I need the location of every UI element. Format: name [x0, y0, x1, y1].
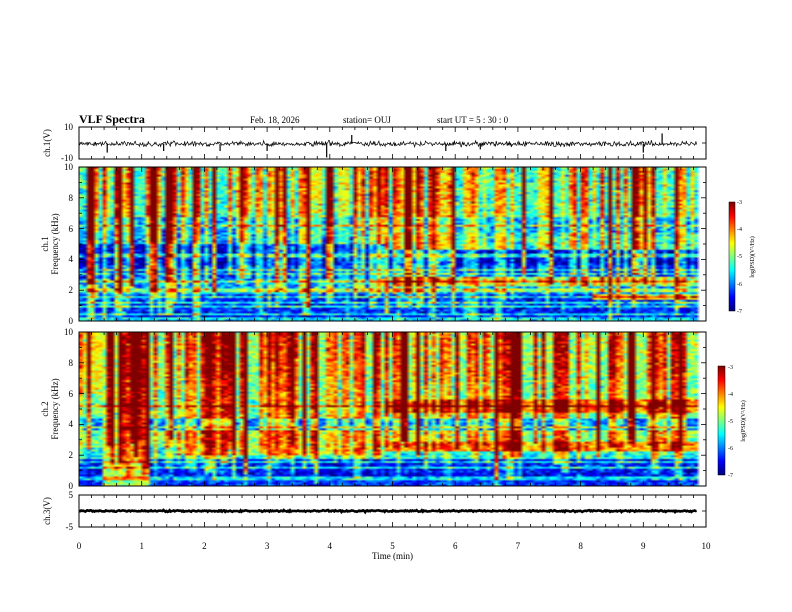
ch1-ytick-bottom: -10	[61, 153, 73, 163]
xtick-5: 5	[390, 541, 395, 551]
xtick-1: 1	[139, 541, 144, 551]
xtick-8: 8	[578, 541, 583, 551]
ch1-spec-ytick-4: 4	[69, 254, 74, 264]
ch2-spectrogram-panel: 10 8 6 4 2 0 ch.2 Frequency (kHz)	[40, 327, 707, 491]
ch1-spec-ylabel-line1: ch.1	[40, 236, 50, 251]
ch1-spectrogram-panel: 10 8 6 4 2 0 ch.1 Frequency (kHz)	[40, 162, 707, 326]
xtick-2: 2	[202, 541, 207, 551]
ch1-spec-ytick-6: 6	[69, 224, 74, 234]
ch1-waveform-trace	[78, 139, 697, 149]
ch1-cbar-tick-m6: -6	[737, 282, 742, 288]
station-label: station= OUJ	[343, 115, 391, 125]
start-ut-label: start UT = 5 : 30 : 0	[437, 115, 509, 125]
ch1-spec-ylabel-line2: Frequency (kHz)	[50, 213, 60, 274]
ch1-spec-ytick-10: 10	[64, 162, 74, 172]
ch2-cbar-tick-m4: -4	[728, 392, 733, 398]
date-label: Feb. 18, 2026	[250, 115, 300, 125]
ch1-spectrogram-image	[79, 167, 706, 321]
ch2-cbar-tick-m7: -7	[728, 473, 733, 479]
ch1-spec-ytick-8: 8	[69, 193, 74, 203]
ch2-spec-ytick-10: 10	[64, 327, 74, 337]
ch2-cbar-tick-m5: -5	[728, 419, 733, 425]
ch2-spec-ytick-0: 0	[69, 481, 74, 491]
xtick-6: 6	[453, 541, 458, 551]
xtick-4: 4	[328, 541, 333, 551]
xtick-9: 9	[641, 541, 646, 551]
xtick-3: 3	[265, 541, 270, 551]
ch2-spec-ytick-4: 4	[69, 419, 74, 429]
ch2-colorbar-frame	[717, 365, 726, 476]
ch2-cbar-tick-m6: -6	[728, 446, 733, 452]
ch2-spec-ytick-6: 6	[69, 389, 74, 399]
ch1-colorbar-frame	[728, 201, 736, 312]
ch2-spectrogram-image	[79, 332, 706, 486]
ch1-colorbar-gradient	[729, 202, 735, 311]
ch3-ytick-bottom: -5	[66, 522, 74, 532]
ch1-colorbar-label: log(PSD)(V²/Hz)	[749, 236, 756, 277]
ch1-cbar-tick-m7: -7	[737, 309, 742, 315]
ch2-colorbar-label: log(PSD)(V²/Hz)	[740, 400, 747, 441]
ch1-colorbar: -3 -4 -5 -6 -7 log(PSD)(V²/Hz)	[728, 200, 756, 315]
ch1-spec-ytick-2: 2	[69, 285, 74, 295]
ch2-cbar-tick-m3: -3	[728, 365, 733, 371]
ch2-spec-ytick-2: 2	[69, 450, 74, 460]
ch2-colorbar: -3 -4 -5 -6 -7 log(PSD)(V²/Hz)	[717, 365, 747, 479]
ch3-ylabel: ch.3(V)	[42, 497, 52, 525]
ch1-ylabel: ch.1(V)	[42, 129, 52, 157]
xtick-10: 10	[702, 541, 712, 551]
ch1-cbar-tick-m3: -3	[737, 200, 742, 206]
x-axis-label: Time (min)	[372, 551, 413, 561]
ch1-waveform-spikes	[106, 133, 663, 158]
ch1-spec-ytick-0: 0	[69, 316, 74, 326]
axis-ticks	[78, 126, 707, 528]
xtick-0: 0	[77, 541, 82, 551]
ch3-waveform-trace	[78, 508, 697, 515]
ch3-ytick-top: 5	[69, 490, 74, 500]
ch2-colorbar-gradient	[718, 366, 725, 475]
ch2-spec-ylabel-line1: ch.2	[40, 401, 50, 416]
xtick-7: 7	[516, 541, 521, 551]
figure-title: VLF Spectra	[79, 112, 145, 126]
ch1-ytick-top: 10	[64, 122, 74, 132]
ch1-cbar-tick-m4: -4	[737, 227, 742, 233]
time-axis: 0 1 2 3 4 5 6 7 8 9 10 Time (min)	[77, 541, 711, 561]
ch1-cbar-tick-m5: -5	[737, 254, 742, 260]
ch2-spec-ytick-8: 8	[69, 358, 74, 368]
ch2-spec-ylabel-line2: Frequency (kHz)	[50, 378, 60, 439]
